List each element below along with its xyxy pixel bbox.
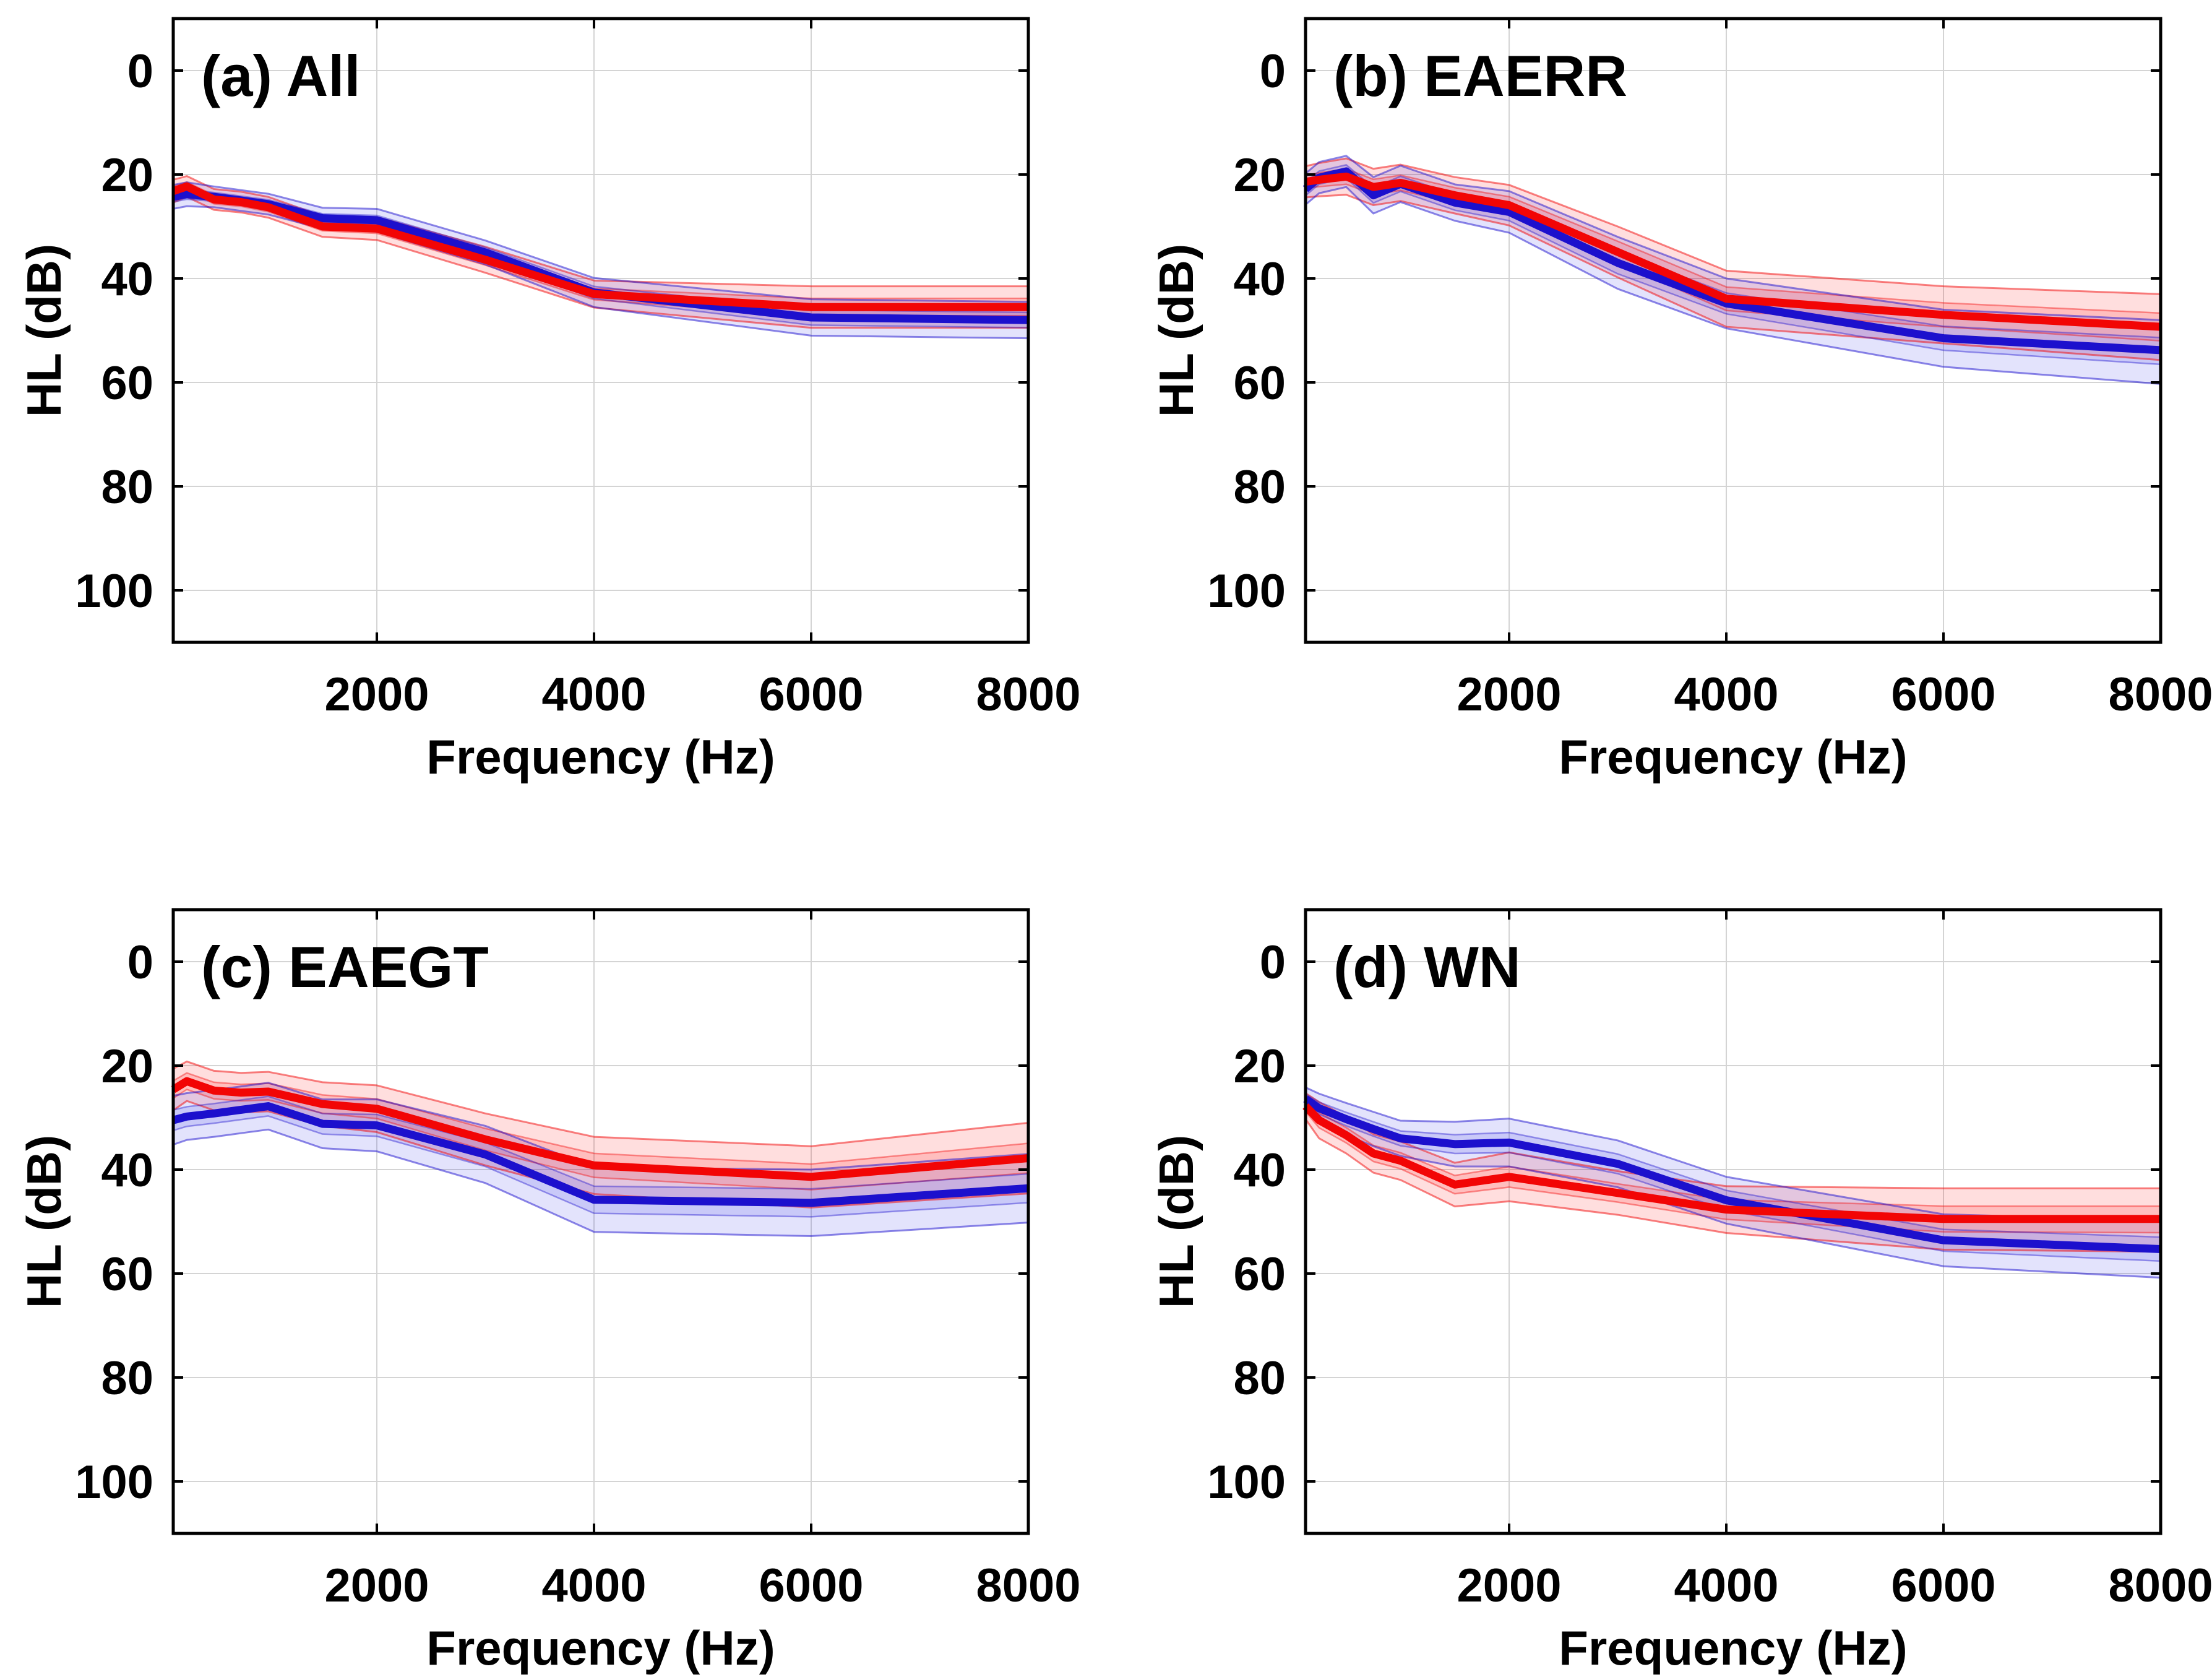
- red-mean-line: [171, 1077, 1029, 1181]
- blue-mean-line: [172, 1102, 1029, 1207]
- red-ci-edge: [173, 196, 1028, 329]
- red-mean-line: [1302, 1103, 2161, 1223]
- axes-frame: [171, 17, 1030, 644]
- panel-title: (a) All: [201, 43, 361, 108]
- red-ci-band: [173, 1061, 1028, 1208]
- x-tick-label: 2000: [1457, 668, 1562, 721]
- blue-ci-edge: [1305, 155, 2161, 321]
- axes-frame: [171, 908, 1030, 1535]
- x-tick-label: 8000: [2108, 1559, 2212, 1612]
- x-axis-label: Frequency (Hz): [426, 1621, 775, 1675]
- x-tick-label: 6000: [759, 1559, 863, 1612]
- panel-title: (d) WN: [1333, 934, 1521, 999]
- y-axis-label: HL (dB): [17, 244, 71, 417]
- red-ci-band: [1306, 1093, 2161, 1252]
- x-tick-label: 8000: [976, 1559, 1080, 1612]
- x-tick-label: 6000: [1891, 1559, 1995, 1612]
- y-tick-label: 0: [127, 936, 153, 989]
- red-ci-edge: [1305, 194, 2161, 361]
- blue-ci-edge: [1305, 186, 2161, 386]
- y-tick-label: 80: [101, 461, 153, 514]
- y-tick-label: 100: [1207, 1456, 1286, 1509]
- y-tick-label: 80: [1233, 461, 1286, 514]
- x-axis-label: Frequency (Hz): [1559, 1621, 1907, 1675]
- x-tick-label: 4000: [1674, 1559, 1778, 1612]
- y-tick-label: 60: [101, 357, 153, 410]
- blue-inner-band: [1306, 1093, 2161, 1261]
- red-ci-band: [173, 176, 1028, 328]
- y-tick-label: 40: [1233, 1144, 1286, 1197]
- blue-ci-band: [173, 1082, 1028, 1236]
- red-ci-edge: [1305, 157, 2161, 295]
- red-inner-edge: [1305, 1100, 2161, 1207]
- panel-title: (b) EAERR: [1333, 43, 1627, 108]
- x-tick-label: 6000: [759, 668, 863, 721]
- y-tick-label: 80: [1233, 1352, 1286, 1405]
- blue-inner-edge: [1305, 1103, 2161, 1262]
- y-tick-label: 0: [1260, 936, 1286, 989]
- x-axis-label: Frequency (Hz): [1559, 730, 1907, 784]
- y-tick-label: 20: [1233, 149, 1286, 202]
- y-tick-label: 60: [1233, 1248, 1286, 1301]
- red-inner-edge: [173, 1089, 1029, 1191]
- x-tick-label: 6000: [1891, 668, 1995, 721]
- x-tick-label: 2000: [1457, 1559, 1562, 1612]
- y-tick-label: 40: [101, 1144, 153, 1197]
- blue-ci-edge: [173, 181, 1029, 303]
- y-tick-label: 100: [1207, 565, 1286, 618]
- x-tick-label: 4000: [1674, 668, 1778, 721]
- blue-ci-band: [1306, 1087, 2161, 1278]
- y-tick-label: 100: [75, 565, 153, 618]
- blue-ci-edge: [173, 1128, 1029, 1238]
- blue-mean-line: [1302, 167, 2161, 355]
- red-inner-edge: [1305, 1111, 2161, 1234]
- y-tick-label: 20: [1233, 1040, 1286, 1093]
- x-tick-label: 2000: [325, 668, 429, 721]
- x-tick-label: 8000: [976, 668, 1080, 721]
- y-tick-label: 40: [101, 253, 153, 306]
- panel-c-chart: 0 20 40 60 80 100 2000 4000 6000 8000 Frequency (H…: [0, 838, 1108, 1677]
- axes-frame: [1304, 17, 2163, 644]
- red-inner-band: [173, 182, 1028, 316]
- red-ci-edge: [173, 1060, 1029, 1147]
- axes-frame: [1304, 908, 2163, 1535]
- y-axis-label: HL (dB): [1149, 244, 1203, 417]
- blue-inner-edge: [1305, 1093, 2161, 1238]
- red-inner-edge: [173, 1072, 1029, 1165]
- blue-inner-edge: [173, 1095, 1029, 1190]
- blue-ci-edge: [1305, 1086, 2161, 1222]
- panel-d-chart: 0 20 40 60 80 100 2000 4000 6000 8000 Frequency (H…: [1104, 838, 2212, 1677]
- panel-b-chart: 0 20 40 60 80 100 2000 4000 6000 8000 Frequency (H…: [1104, 0, 2212, 838]
- x-tick-label: 4000: [541, 668, 646, 721]
- y-tick-label: 100: [75, 1456, 153, 1509]
- y-axis-label: HL (dB): [1149, 1135, 1203, 1308]
- panel-a-chart: 0 20 40 60 80 100 2000 4000 6000 8000 Frequency (H…: [0, 0, 1108, 838]
- y-tick-label: 40: [1233, 253, 1286, 306]
- x-axis-label: Frequency (Hz): [426, 730, 775, 784]
- y-tick-label: 0: [1260, 45, 1286, 98]
- x-tick-label: 4000: [541, 1559, 646, 1612]
- x-tick-label: 2000: [325, 1559, 429, 1612]
- x-tick-label: 8000: [2108, 668, 2212, 721]
- y-tick-label: 20: [101, 1040, 153, 1093]
- red-mean-line: [171, 182, 1028, 311]
- y-tick-label: 60: [1233, 357, 1286, 410]
- panel-title: (c) EAEGT: [201, 934, 489, 999]
- y-tick-label: 20: [101, 149, 153, 202]
- y-tick-label: 80: [101, 1352, 153, 1405]
- y-tick-label: 0: [127, 45, 153, 98]
- y-axis-label: HL (dB): [17, 1135, 71, 1308]
- y-tick-label: 60: [101, 1248, 153, 1301]
- blue-inner-edge: [173, 1115, 1029, 1218]
- red-mean-line: [1305, 172, 2161, 331]
